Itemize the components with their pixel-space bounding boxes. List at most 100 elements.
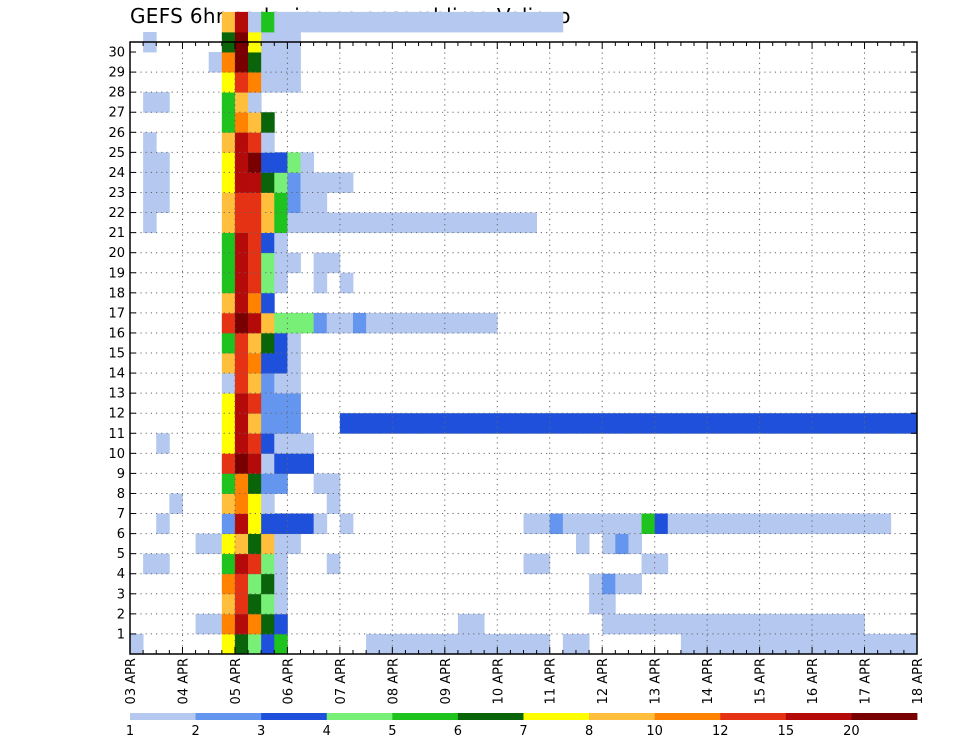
colorbar-label: 20 (843, 724, 860, 739)
heatmap-cell (234, 152, 249, 173)
heatmap-cell (287, 353, 301, 374)
heatmap-cell (234, 11, 249, 33)
heatmap-cell (261, 232, 275, 254)
heatmap-cell (562, 413, 577, 434)
heatmap-cell (851, 413, 865, 434)
heatmap-cell (221, 72, 236, 93)
heatmap-cell (602, 513, 616, 535)
heatmap-cell (143, 132, 157, 153)
heatmap-cell (221, 292, 236, 314)
heatmap-cell (234, 72, 249, 93)
heatmap-cell (274, 433, 288, 454)
heatmap-cell (248, 633, 262, 655)
y-tick-label: 4 (117, 567, 125, 582)
heatmap-cell (471, 11, 485, 33)
heatmap-cell (221, 493, 236, 514)
heatmap-cell (497, 11, 511, 33)
heatmap-cell (274, 252, 288, 274)
heatmap-cell (261, 72, 275, 93)
heatmap-cell (877, 633, 892, 655)
heatmap-cell (143, 192, 157, 213)
heatmap-cell (772, 513, 787, 535)
heatmap-cell (523, 633, 538, 655)
heatmap-cell (248, 132, 262, 153)
heatmap-cell (510, 11, 524, 33)
heatmap-cell (694, 633, 708, 655)
heatmap-cell (248, 172, 262, 193)
heatmap-cell (234, 513, 249, 535)
heatmap-cell (261, 332, 275, 354)
heatmap-cell (536, 633, 551, 655)
heatmap-cell (274, 553, 288, 575)
heatmap-cell (654, 613, 669, 635)
heatmap-cell (405, 633, 419, 655)
y-tick-label: 2 (117, 607, 125, 622)
heatmap-cell (221, 172, 236, 193)
heatmap-cell (575, 533, 590, 555)
heatmap-cell (274, 172, 288, 193)
heatmap-cell (234, 593, 249, 615)
heatmap-cell (300, 192, 315, 213)
grid-lines (130, 42, 917, 654)
y-tick-label: 11 (108, 427, 125, 442)
heatmap-cell (890, 413, 905, 434)
heatmap-cell (680, 413, 695, 434)
heatmap-cell (471, 613, 485, 635)
heatmap-cell (261, 353, 275, 374)
heatmap-cell (418, 312, 433, 334)
heatmap-cell (680, 513, 695, 535)
heatmap-cell (221, 52, 236, 73)
heatmap-cell (707, 513, 721, 535)
heatmap-cell (274, 212, 288, 234)
heatmap-cell (221, 353, 236, 374)
y-tick-label: 5 (117, 547, 125, 562)
heatmap-cell (248, 513, 262, 535)
heatmap-cell (379, 633, 393, 655)
heatmap-cell (261, 573, 275, 595)
x-tick-label: 12 APR (596, 658, 611, 704)
y-tick-label: 16 (108, 326, 125, 341)
heatmap-cell (326, 553, 341, 575)
heatmap-cell (261, 533, 275, 555)
heatmap-cell (457, 413, 472, 434)
heatmap-cell (694, 613, 708, 635)
x-tick-label: 16 APR (806, 658, 821, 704)
heatmap-cell (864, 513, 879, 535)
heatmap-cell (536, 553, 551, 575)
heatmap-cell (261, 132, 275, 153)
heatmap-cell (457, 11, 472, 33)
heatmap-cell (143, 92, 157, 113)
heatmap-cell (707, 413, 721, 434)
heatmap-cell (641, 613, 656, 635)
heatmap-cell (274, 573, 288, 595)
heatmap-cell (143, 553, 157, 575)
heatmap-cell (248, 52, 262, 73)
heatmap-cell (274, 152, 288, 173)
colorbar-label: 15 (778, 724, 795, 739)
heatmap-cell (261, 312, 275, 334)
heatmap-cell (208, 613, 223, 635)
heatmap-cell (405, 11, 419, 33)
heatmap-cell (221, 332, 236, 354)
heatmap-cell (641, 413, 656, 434)
heatmap-cell (785, 513, 800, 535)
heatmap-cell (379, 413, 393, 434)
heatmap-cell (274, 393, 288, 414)
heatmap-cell (615, 533, 629, 555)
colorbar-swatch (654, 713, 721, 720)
heatmap-cell (890, 633, 905, 655)
heatmap-cell (352, 212, 367, 234)
heatmap-cell (392, 312, 406, 334)
heatmap-cell (549, 11, 564, 33)
heatmap-cell (221, 533, 236, 555)
heatmap-cell (680, 613, 695, 635)
heatmap-cell (746, 633, 760, 655)
colorbar-label: 10 (646, 724, 663, 739)
heatmap-cell (221, 613, 236, 635)
heatmap-cell (812, 633, 826, 655)
heatmap-cell (274, 52, 288, 73)
heatmap-cell (851, 513, 865, 535)
heatmap-cell (274, 192, 288, 213)
heatmap-cell (234, 112, 249, 133)
heatmap-cell (248, 72, 262, 93)
